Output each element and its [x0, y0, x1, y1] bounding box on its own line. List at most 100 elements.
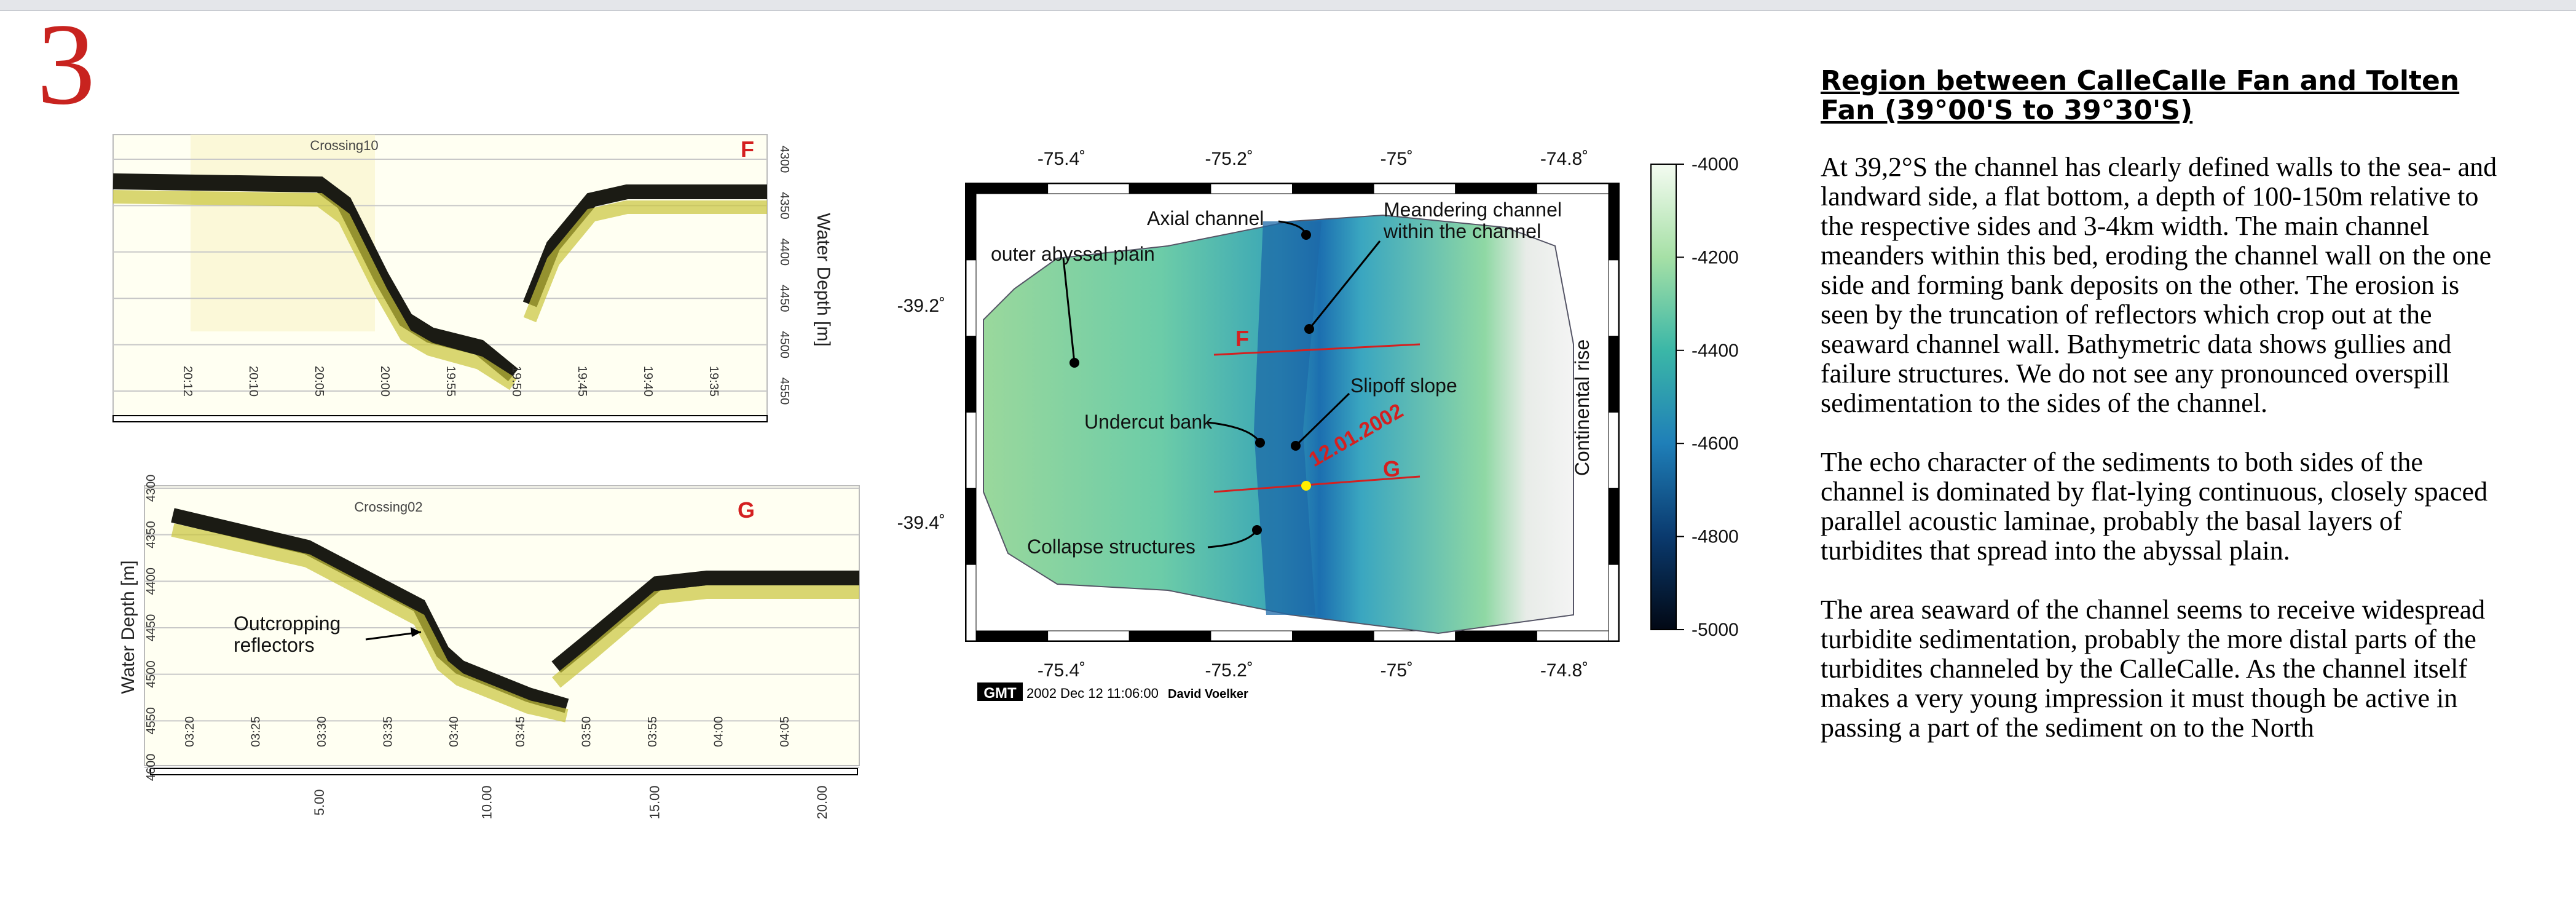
profile-marker: G — [738, 497, 755, 523]
colorbar-tick-label: -4000 — [1692, 154, 1739, 175]
frame-segment — [966, 184, 976, 260]
slide: 3 Crossing10 F Water Depth [m] — [0, 0, 2576, 902]
frame-segment — [1609, 413, 1618, 489]
colorbar-tick-label: -4800 — [1692, 527, 1739, 547]
time-tick-label: 19:40 — [641, 366, 655, 397]
frame-segment — [966, 336, 976, 413]
frame-segment — [966, 631, 1048, 641]
axis-label: Water Depth [m] — [118, 560, 138, 694]
depth-tick-label: 4350 — [144, 521, 158, 548]
time-tick-label: 03:40 — [447, 716, 461, 747]
depth-tick-label: 4550 — [144, 707, 158, 735]
frame-segment — [1293, 184, 1374, 194]
time-tick-label: 19:55 — [444, 366, 457, 397]
frame-segment — [1293, 631, 1374, 641]
frame-segment — [1609, 260, 1618, 336]
map-label: Undercut bank — [1084, 411, 1213, 433]
depth-tick-label: 4400 — [778, 239, 791, 266]
lon-tick-label: -75˚ — [1381, 660, 1413, 681]
frame-segment — [1609, 564, 1618, 641]
frame-segment — [966, 564, 976, 641]
depth-tick-label: 4350 — [778, 192, 791, 220]
lon-tick-label: -75˚ — [1381, 149, 1413, 169]
distance-tick-label: 20.00 — [814, 785, 830, 819]
depth-tick-label: 4600 — [144, 754, 158, 781]
annotation: Outcropping — [234, 612, 341, 635]
time-tick-label: 03:55 — [646, 716, 660, 747]
depth-tick-label: 4500 — [778, 331, 791, 358]
frame-segment — [1374, 184, 1455, 194]
time-tick-label: 04:05 — [778, 716, 792, 747]
frame-segment — [1455, 631, 1537, 641]
time-tick-label: 03:50 — [580, 716, 593, 747]
depth-tick-label: 4300 — [778, 146, 791, 173]
colorbar-tick-label: -4200 — [1692, 247, 1739, 267]
time-tick-label: 03:25 — [250, 716, 263, 747]
lon-tick-label: -74.8˚ — [1540, 149, 1588, 169]
lon-tick-label: -75.2˚ — [1205, 149, 1253, 169]
frame-segment — [1211, 184, 1293, 194]
time-tick-label: 03:20 — [183, 716, 197, 747]
profile-title: Crossing02 — [354, 499, 422, 515]
frame-segment — [966, 184, 1048, 194]
track-label: G — [1383, 456, 1400, 481]
time-tick-label: 20:00 — [378, 366, 392, 397]
track-label: F — [1235, 326, 1249, 351]
map-label: within the channel — [1383, 220, 1541, 242]
depth-tick-label: 4550 — [778, 378, 791, 405]
profile-title: Crossing10 — [310, 138, 378, 153]
depth-tick-label: 4400 — [144, 568, 158, 595]
axis-label: Water Depth [m] — [813, 213, 833, 346]
colorbar-tick-label: -4400 — [1692, 341, 1739, 361]
time-tick-label: 19:35 — [707, 366, 720, 397]
frame-segment — [966, 413, 976, 489]
position-marker — [1301, 481, 1311, 491]
profile-marker: F — [741, 136, 754, 162]
paragraph: The echo character of the sediments to b… — [1821, 448, 2509, 566]
annotation: reflectors — [234, 634, 315, 656]
frame-segment — [1129, 631, 1211, 641]
time-tick-label: 03:45 — [514, 716, 527, 747]
frame-segment — [1609, 184, 1618, 260]
frame-segment — [1609, 336, 1618, 413]
profile-top: Crossing10 F Water Depth [m] — [113, 135, 833, 422]
depth-tick-label: 4300 — [144, 475, 158, 502]
figures: Crossing10 F Water Depth [m] Crossing02 … — [0, 0, 1819, 902]
frame-segment — [1129, 184, 1211, 194]
paragraph: At 39,2°S the channel has clearly define… — [1821, 152, 2509, 418]
map-label: Slipoff slope — [1350, 374, 1457, 397]
gmt-label: GMT — [983, 685, 1017, 702]
distance-tick-label: 5.00 — [312, 789, 327, 816]
time-tick-label: 20:05 — [312, 366, 326, 397]
text-column: Region between CalleCalle Fan and Tolten… — [1821, 66, 2509, 772]
frame-segment — [1211, 631, 1293, 641]
colorbar — [1651, 164, 1676, 630]
author: David Voelker — [1168, 687, 1248, 701]
time-tick-label: 03:30 — [315, 716, 329, 747]
scale-bar — [113, 416, 767, 422]
time-tick-label: 20:10 — [246, 366, 260, 397]
colorbar-tick-label: -4600 — [1692, 433, 1739, 454]
time-tick-label: 03:35 — [382, 716, 395, 747]
frame-segment — [1609, 488, 1618, 564]
depth-tick-label: 4500 — [144, 660, 158, 688]
frame-segment — [1537, 631, 1618, 641]
map-label: Meandering channel — [1384, 199, 1562, 221]
lon-tick-label: -75.4˚ — [1038, 149, 1085, 169]
timestamp: 2002 Dec 12 11:06:00 — [1026, 686, 1159, 701]
frame-segment — [1048, 184, 1130, 194]
map-label: Axial channel — [1147, 207, 1264, 229]
frame-segment — [1455, 184, 1537, 194]
heading: Region between CalleCalle Fan and Tolten… — [1821, 66, 2509, 125]
lat-tick-label: -39.4˚ — [897, 513, 945, 533]
map-label: Continental rise — [1571, 339, 1593, 476]
lon-tick-label: -75.2˚ — [1205, 660, 1253, 681]
lon-tick-label: -75.4˚ — [1038, 660, 1085, 681]
frame-segment — [966, 488, 976, 564]
distance-tick-label: 15.00 — [647, 785, 662, 819]
frame-segment — [966, 260, 976, 336]
profile-bottom: Crossing02 G Water Depth [m] Outcropping… — [118, 486, 859, 775]
bathymetry-map: Axial channel Meandering channel within … — [897, 149, 1739, 702]
map-label: Collapse structures — [1027, 536, 1195, 558]
time-tick-label: 20:12 — [181, 366, 194, 397]
